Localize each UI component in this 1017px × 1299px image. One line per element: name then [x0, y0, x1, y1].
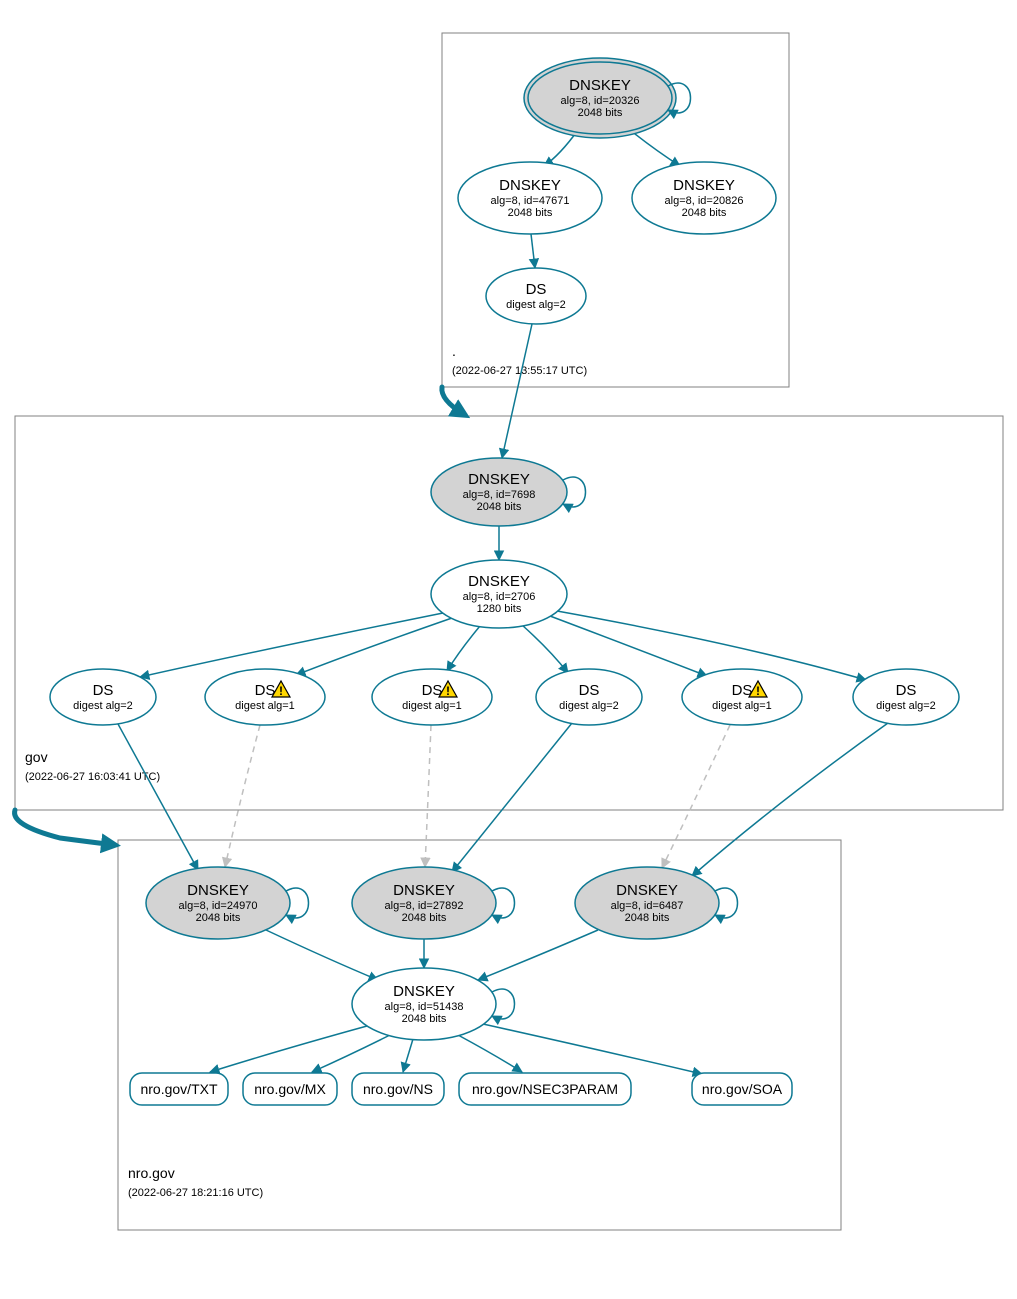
edge-nro-zsk-rr-nsec	[458, 1035, 522, 1072]
node-sub2: 2048 bits	[402, 912, 447, 924]
rrset-label: nro.gov/NS	[363, 1081, 433, 1097]
node-sub1: digest alg=2	[506, 299, 566, 311]
edge-gov-zsk-gov-ds4	[522, 625, 568, 673]
edge-dashed-gov-ds2-nro-ksk1	[225, 725, 260, 867]
node-sub2: 2048 bits	[508, 207, 553, 219]
node-sub1: digest alg=2	[876, 700, 936, 712]
zone-label-nro: nro.gov	[128, 1165, 175, 1181]
node-sub1: alg=8, id=6487	[611, 900, 684, 912]
node-sub1: digest alg=1	[402, 700, 462, 712]
node-sub2: 2048 bits	[682, 207, 727, 219]
node-sub2: 2048 bits	[196, 912, 241, 924]
node-gov-ds6: DSdigest alg=2	[853, 669, 959, 725]
node-root-ds: DSdigest alg=2	[486, 268, 586, 324]
node-root-zsk: DNSKEYalg=8, id=476712048 bits	[458, 162, 602, 234]
node-gov-ds2: DSdigest alg=1!	[205, 669, 325, 725]
edge-gov-zsk-gov-ds1	[140, 613, 443, 677]
node-title: DS	[896, 682, 917, 699]
node-title: DS	[93, 682, 114, 699]
edge-gov-ds4-nro-ksk2	[452, 723, 572, 872]
node-sub1: digest alg=1	[712, 700, 772, 712]
svg-text:!: !	[279, 684, 283, 698]
rrset-rr-ns: nro.gov/NS	[352, 1073, 444, 1105]
node-title: DS	[579, 682, 600, 699]
edge-nro-zsk-rr-soa	[483, 1024, 702, 1074]
node-sub1: alg=8, id=7698	[463, 489, 536, 501]
edge-nro-zsk-rr-txt	[210, 1026, 367, 1072]
node-sub1: digest alg=2	[73, 700, 133, 712]
node-root-ksk: DNSKEYalg=8, id=203262048 bits	[524, 58, 691, 138]
node-gov-ksk: DNSKEYalg=8, id=76982048 bits	[431, 458, 586, 526]
zone-timestamp-nro: (2022-06-27 18:21:16 UTC)	[128, 1187, 263, 1199]
zone-arrow-root-to-gov	[442, 387, 465, 415]
node-title: DNSKEY	[616, 882, 678, 899]
edge-nro-zsk-rr-ns	[403, 1039, 413, 1072]
node-title: DNSKEY	[468, 573, 530, 590]
node-title: DNSKEY	[499, 177, 561, 194]
svg-text:!: !	[446, 684, 450, 698]
node-sub2: 1280 bits	[477, 603, 522, 615]
rrset-rr-soa: nro.gov/SOA	[692, 1073, 792, 1105]
zone-timestamp-root: (2022-06-27 13:55:17 UTC)	[452, 365, 587, 377]
node-nro-ksk1: DNSKEYalg=8, id=249702048 bits	[146, 867, 309, 939]
node-title: DNSKEY	[393, 983, 455, 1000]
rrset-rr-nsec: nro.gov/NSEC3PARAM	[459, 1073, 631, 1105]
edge-root-ds-gov-ksk	[502, 324, 532, 458]
edge-gov-zsk-gov-ds3	[447, 626, 480, 671]
node-sub1: alg=8, id=24970	[179, 900, 258, 912]
edge-nro-zsk-rr-mx	[312, 1035, 390, 1072]
edge-dashed-gov-ds3-nro-ksk2	[425, 725, 431, 867]
edge-gov-ds6-nro-ksk3	[692, 723, 888, 876]
zone-label-gov: gov	[25, 749, 48, 765]
node-title: DNSKEY	[569, 77, 631, 94]
rrset-label: nro.gov/MX	[254, 1081, 326, 1097]
edge-root-ksk-root-dnskey3	[630, 130, 680, 166]
node-title: DS	[526, 281, 547, 298]
node-gov-ds3: DSdigest alg=1!	[372, 669, 492, 725]
node-sub1: alg=8, id=27892	[385, 900, 464, 912]
node-nro-ksk2: DNSKEYalg=8, id=278922048 bits	[352, 867, 515, 939]
node-gov-zsk: DNSKEYalg=8, id=27061280 bits	[431, 560, 567, 628]
edge-nro-ksk3-nro-zsk	[478, 930, 598, 980]
node-nro-ksk3: DNSKEYalg=8, id=64872048 bits	[575, 867, 738, 939]
node-sub2: 2048 bits	[402, 1013, 447, 1025]
node-sub1: alg=8, id=20326	[561, 95, 640, 107]
node-title: DNSKEY	[468, 471, 530, 488]
node-sub1: alg=8, id=47671	[491, 195, 570, 207]
rrset-label: nro.gov/TXT	[140, 1081, 217, 1097]
node-sub1: digest alg=2	[559, 700, 619, 712]
rrset-label: nro.gov/SOA	[702, 1081, 783, 1097]
edge-dashed-gov-ds5-nro-ksk3	[662, 725, 730, 868]
node-title: DNSKEY	[187, 882, 249, 899]
node-sub2: 2048 bits	[477, 501, 522, 513]
edge-gov-ds1-nro-ksk1	[118, 724, 198, 870]
svg-text:!: !	[756, 684, 760, 698]
rrset-rr-txt: nro.gov/TXT	[130, 1073, 228, 1105]
zone-label-root: .	[452, 343, 456, 359]
node-sub1: alg=8, id=2706	[463, 591, 536, 603]
rrset-rr-mx: nro.gov/MX	[243, 1073, 337, 1105]
rrset-label: nro.gov/NSEC3PARAM	[472, 1081, 618, 1097]
node-gov-ds4: DSdigest alg=2	[536, 669, 642, 725]
edge-root-zsk-root-ds	[531, 234, 535, 268]
node-nro-zsk: DNSKEYalg=8, id=514382048 bits	[352, 968, 515, 1040]
node-gov-ds5: DSdigest alg=1!	[682, 669, 802, 725]
zone-timestamp-gov: (2022-06-27 16:03:41 UTC)	[25, 771, 160, 783]
node-sub1: alg=8, id=20826	[665, 195, 744, 207]
node-title: DNSKEY	[673, 177, 735, 194]
node-sub2: 2048 bits	[625, 912, 670, 924]
dnssec-diagram: . (2022-06-27 13:55:17 UTC) gov (2022-06-27…	[0, 0, 1017, 1299]
edge-nro-ksk1-nro-zsk	[266, 930, 378, 980]
node-title: DNSKEY	[393, 882, 455, 899]
node-gov-ds1: DSdigest alg=2	[50, 669, 156, 725]
zone-arrow-gov-to-nro	[15, 810, 115, 845]
node-sub2: 2048 bits	[578, 107, 623, 119]
node-sub1: alg=8, id=51438	[385, 1001, 464, 1013]
node-sub1: digest alg=1	[235, 700, 295, 712]
node-root-dnskey3: DNSKEYalg=8, id=208262048 bits	[632, 162, 776, 234]
